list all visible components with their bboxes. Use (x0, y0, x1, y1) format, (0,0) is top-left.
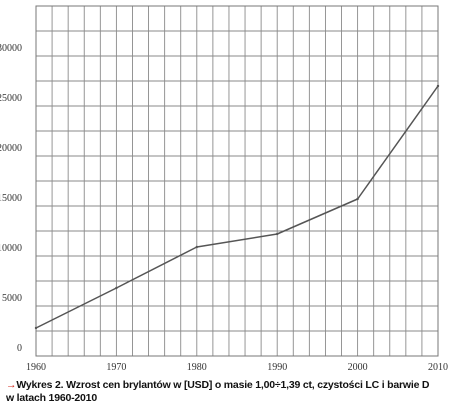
series-line (35, 85, 439, 329)
chart-grid (36, 6, 438, 356)
x-tick-label: 1970 (106, 362, 126, 373)
x-tick-label: 1960 (26, 362, 46, 373)
y-tick-label: 15000 (0, 193, 22, 204)
x-tick-label: 1990 (267, 362, 287, 373)
x-tick-label: 2000 (348, 362, 368, 373)
data-point (436, 84, 440, 88)
y-tick-label: 10000 (0, 243, 22, 254)
data-point (195, 245, 198, 249)
data-point (356, 197, 359, 201)
y-tick-label: 0 (17, 343, 22, 354)
data-point (276, 232, 279, 236)
y-axis-tick-labels: 0 5000 10000 15000 20000 25000 30000 (0, 43, 22, 354)
y-tick-label: 30000 (0, 43, 22, 54)
figure-caption: →Wykres 2. Wzrost cen brylantów w [USD] … (6, 379, 446, 405)
series-price (34, 84, 440, 330)
caption-line-1: Wykres 2. Wzrost cen brylantów w [USD] o… (16, 379, 430, 391)
x-axis-tick-labels: 1960 1970 1980 1990 2000 2010 (26, 362, 448, 373)
caption-arrow-icon: → (6, 379, 17, 391)
x-tick-label: 1980 (187, 362, 207, 373)
plot-frame (35, 5, 439, 357)
y-tick-label: 25000 (0, 93, 22, 104)
caption-line-2: w latach 1960-2010 (6, 392, 97, 404)
y-tick-label: 20000 (0, 143, 22, 154)
data-point (115, 286, 118, 290)
data-point (34, 326, 38, 330)
x-tick-label: 2010 (428, 362, 448, 373)
y-tick-label: 5000 (2, 293, 22, 304)
